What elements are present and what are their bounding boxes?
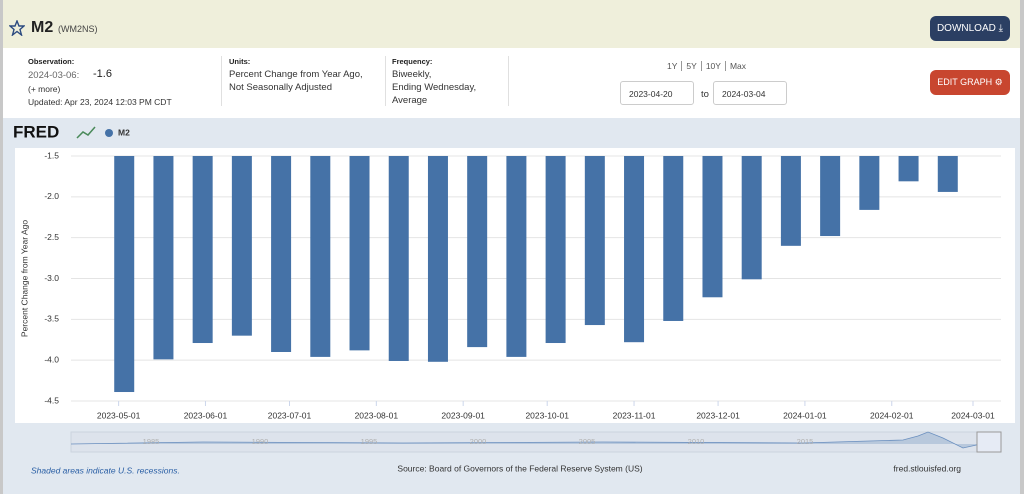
y-tick-label: -4.5	[44, 395, 59, 405]
series-title: M2	[31, 19, 54, 36]
bar	[271, 156, 292, 352]
bar	[349, 156, 370, 351]
y-tick-label: -4.0	[44, 354, 59, 364]
x-tick-label: 2024-01-01	[783, 410, 827, 420]
logo-icon	[76, 126, 96, 139]
units-label: Units:	[229, 57, 251, 66]
frequency-line: Biweekly,	[392, 69, 432, 80]
bar	[231, 156, 252, 336]
x-tick-label: 2023-10-01	[525, 410, 569, 420]
bar	[820, 156, 841, 237]
x-tick-label: 2023-12-01	[696, 410, 740, 420]
chart: FRED -1.5 -2.0 -2.5 -3.0 -3.5 -4.0 -4.5 Percent…	[3, 118, 1020, 494]
header: M2 (WM2NS) DOWNLOAD ⤓	[3, 0, 1020, 48]
y-tick-label: -3.0	[44, 273, 59, 283]
date-to: to	[701, 89, 709, 100]
bar	[192, 156, 213, 344]
y-tick-label: -2.0	[44, 191, 59, 201]
x-tick-label: 2023-08-01	[355, 410, 399, 420]
units-line: Not Seasonally Adjusted	[229, 82, 332, 93]
frequency: Biweekly, Ending Wednesday, Average	[392, 68, 476, 107]
legend-marker	[105, 129, 113, 137]
x-tick-label: 2023-05-01	[97, 410, 141, 420]
separator	[508, 56, 509, 106]
navigator-label: 2005	[579, 437, 596, 446]
units-line: Percent Change from Year Ago,	[229, 69, 363, 80]
y-axis-label: Percent Change from Year Ago	[19, 220, 29, 337]
recession-note: Shaded areas indicate U.S. recessions.	[31, 465, 180, 475]
bar	[427, 156, 448, 362]
y-tick-label: -2.5	[44, 232, 59, 242]
series-id: (WM2NS)	[58, 24, 98, 34]
x-tick-label: 2023-11-01	[613, 410, 656, 420]
navigator-label: 2015	[797, 437, 814, 446]
range-option[interactable]: Max	[724, 61, 750, 71]
bar	[859, 156, 880, 210]
separator	[221, 56, 222, 106]
bar	[506, 156, 527, 357]
bar	[467, 156, 488, 348]
legend-label: M2	[118, 127, 130, 137]
x-tick-label: 2024-03-01	[951, 410, 995, 420]
navigator-label: 1985	[143, 437, 160, 446]
date-start[interactable]: 2023-04-20	[620, 81, 694, 105]
download-button[interactable]: DOWNLOAD ⤓	[930, 16, 1010, 41]
bar	[741, 156, 762, 280]
range-option[interactable]: 1Y	[667, 61, 678, 71]
observation-label: Observation:	[28, 57, 75, 66]
x-tick-label: 2024-02-01	[870, 410, 914, 420]
range-option[interactable]: 10Y	[700, 61, 725, 71]
navigator-label: 2010	[688, 437, 705, 446]
fred-logo: FRED	[13, 122, 59, 141]
edit-graph-label: EDIT GRAPH	[937, 77, 993, 87]
edit-graph-button[interactable]: EDIT GRAPH ⚙	[930, 70, 1010, 95]
separator	[385, 56, 386, 106]
date-end[interactable]: 2024-03-04	[713, 81, 787, 105]
star-icon[interactable]	[9, 20, 25, 36]
observation-date: 2024-03-06:	[28, 70, 80, 81]
range-option[interactable]: 5Y	[681, 61, 700, 71]
bar	[153, 156, 174, 360]
bar	[310, 156, 331, 357]
bar	[388, 156, 409, 361]
navigator-series	[70, 431, 982, 449]
updated: Updated: Apr 23, 2024 12:03 PM CDT	[28, 97, 172, 107]
source: Source: Board of Governors of the Federa…	[397, 463, 642, 473]
bar	[584, 156, 605, 326]
y-tick-label: -1.5	[44, 150, 59, 160]
navigator-label: 1995	[361, 437, 378, 446]
bar	[663, 156, 684, 321]
bar	[898, 156, 919, 182]
bar	[545, 156, 566, 344]
navigator-handle[interactable]	[976, 431, 1002, 453]
observation-value: -1.6	[93, 68, 112, 80]
frequency-line: Average	[392, 95, 428, 106]
bar	[780, 156, 801, 246]
more-link[interactable]: (+ more)	[28, 84, 61, 94]
site: fred.stlouisfed.org	[893, 463, 961, 473]
navigator-label: 2000	[470, 437, 487, 446]
units: Percent Change from Year Ago, Not Seasona…	[229, 68, 363, 94]
range-options: 1Y 5Y 10Y Max	[663, 61, 750, 71]
x-tick-label: 2023-06-01	[184, 410, 228, 420]
download-label: DOWNLOAD	[936, 23, 996, 34]
bar	[624, 156, 645, 343]
bar	[702, 156, 723, 298]
frequency-line: Ending Wednesday,	[392, 82, 477, 93]
bar	[114, 156, 135, 393]
frequency-label: Frequency:	[392, 57, 433, 66]
y-tick-label: -3.5	[44, 314, 59, 324]
x-tick-label: 2023-07-01	[268, 410, 312, 420]
bar	[937, 156, 958, 192]
navigator-label: 1990	[252, 437, 269, 446]
x-tick-label: 2023-09-01	[441, 410, 485, 420]
